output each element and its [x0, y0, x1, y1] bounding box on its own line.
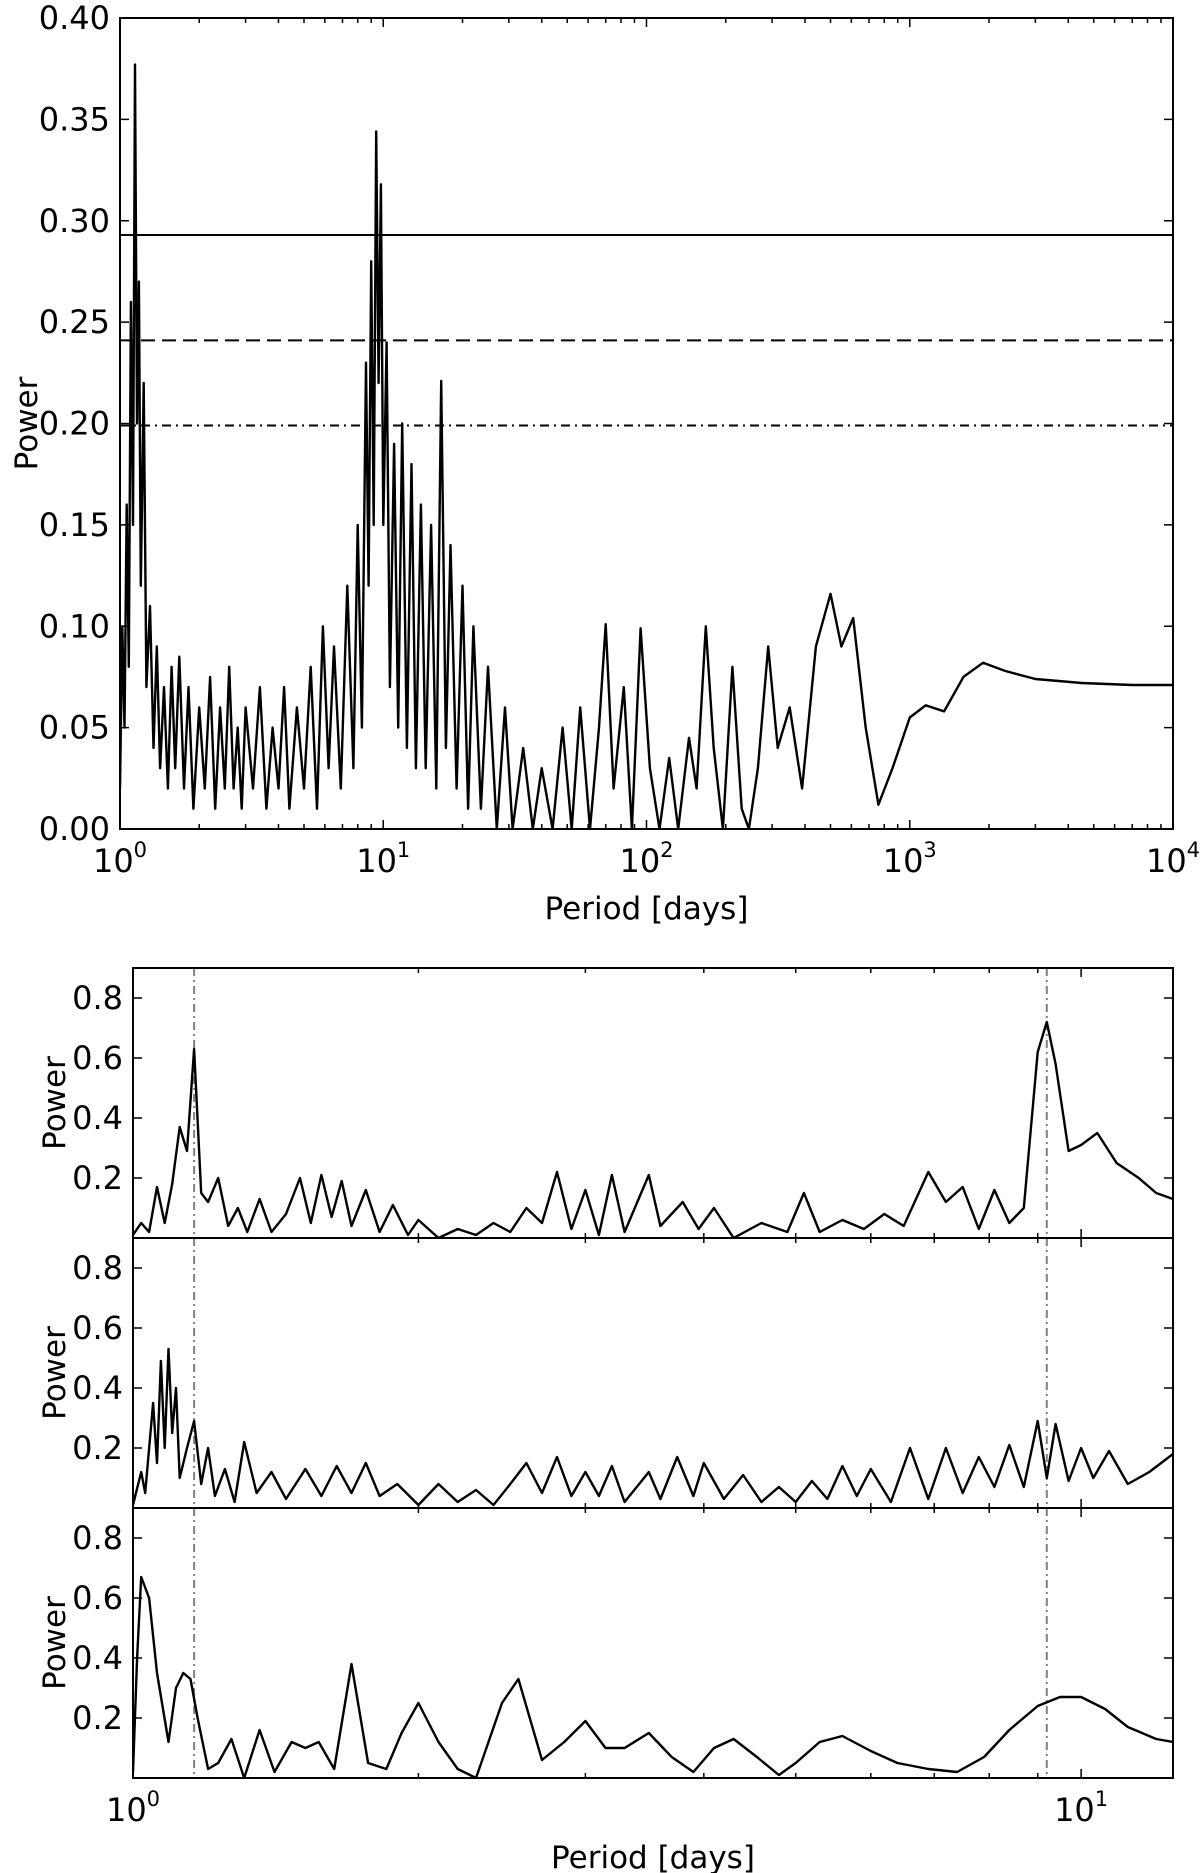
- chart-panel-2: 0.2 0.4 0.6 0.8 Power: [37, 967, 1174, 1239]
- x-tick-exponent: 1: [397, 838, 410, 862]
- y-tick-label: 0.30: [39, 202, 110, 240]
- chart-panel-3: 0.2 0.4 0.6 0.8 Power: [37, 1237, 1174, 1509]
- y-tick-label: 0.15: [39, 506, 110, 544]
- x-tick-exponent: 0: [147, 1787, 160, 1811]
- y-tick-label: 0.8: [72, 979, 123, 1017]
- plot-frame: [132, 1507, 1174, 1779]
- x-axis-label: Period [days]: [545, 891, 749, 927]
- y-axis-label: Power: [37, 1596, 73, 1690]
- x-tick-exponent: 2: [660, 838, 673, 862]
- y-tick-label: 0.6: [72, 1309, 123, 1347]
- x-tick-base: 10: [619, 842, 660, 880]
- x-tick-label: 104: [1146, 838, 1200, 880]
- x-tick-base: 10: [883, 842, 924, 880]
- y-tick-label: 0.40: [39, 0, 110, 37]
- y-axis-label: Power: [9, 376, 45, 470]
- x-tick-exponent: 4: [1187, 838, 1200, 862]
- y-tick-label: 0.8: [72, 1249, 123, 1287]
- y-tick-label: 0.6: [72, 1579, 123, 1617]
- series-line-1: [133, 1575, 1173, 1778]
- series-line-1: [120, 63, 1173, 829]
- y-tick-label: 0.2: [72, 1429, 123, 1467]
- y-tick-label: 0.10: [39, 607, 110, 645]
- y-tick-label: 0.4: [72, 1369, 123, 1407]
- x-axis-label: Period [days]: [551, 1840, 755, 1873]
- y-tick-label: 0.8: [72, 1519, 123, 1557]
- x-tick-base: 10: [356, 842, 397, 880]
- y-tick-label: 0.4: [72, 1639, 123, 1677]
- series-line-1: [133, 1347, 1173, 1507]
- x-tick-label: 100: [93, 838, 147, 880]
- x-tick-exponent: 0: [134, 838, 147, 862]
- x-tick-label: 103: [883, 838, 937, 880]
- y-tick-label: 0.6: [72, 1039, 123, 1077]
- x-tick-exponent: 3: [923, 838, 936, 862]
- x-tick-label: 101: [1054, 1787, 1108, 1829]
- y-tick-label: 0.35: [39, 100, 110, 138]
- x-tick-base: 10: [106, 1791, 147, 1829]
- x-tick-label: 100: [106, 1787, 160, 1829]
- y-tick-label: 0.2: [72, 1699, 123, 1737]
- x-tick-label: 102: [619, 838, 673, 880]
- y-axis-label: Power: [37, 1056, 73, 1150]
- y-tick-label: 0.20: [39, 405, 110, 443]
- x-tick-exponent: 1: [1095, 1787, 1108, 1811]
- y-tick-label: 0.05: [39, 709, 110, 747]
- x-tick-base: 10: [93, 842, 134, 880]
- y-tick-label: 0.00: [39, 810, 110, 848]
- y-axis-label: Power: [37, 1326, 73, 1420]
- y-tick-label: 0.25: [39, 303, 110, 341]
- x-tick-base: 10: [1054, 1791, 1095, 1829]
- y-tick-label: 0.4: [72, 1099, 123, 1137]
- series-line-1: [133, 1020, 1173, 1238]
- x-tick-label: 101: [356, 838, 410, 880]
- y-tick-label: 0.2: [72, 1159, 123, 1197]
- x-tick-base: 10: [1146, 842, 1187, 880]
